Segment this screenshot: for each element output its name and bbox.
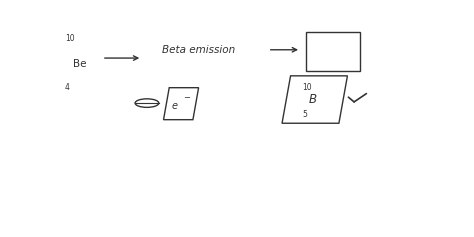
Text: 4: 4 [65, 83, 70, 92]
Text: 5: 5 [302, 110, 307, 119]
Bar [306, 32, 360, 71]
Text: 10: 10 [302, 83, 312, 92]
Text: −: − [183, 93, 190, 102]
Text: 10: 10 [65, 34, 74, 43]
Text: Beta emission: Beta emission [163, 45, 236, 55]
Text: Be: Be [73, 59, 87, 69]
Text: B: B [308, 93, 316, 106]
Text: e: e [172, 101, 178, 111]
